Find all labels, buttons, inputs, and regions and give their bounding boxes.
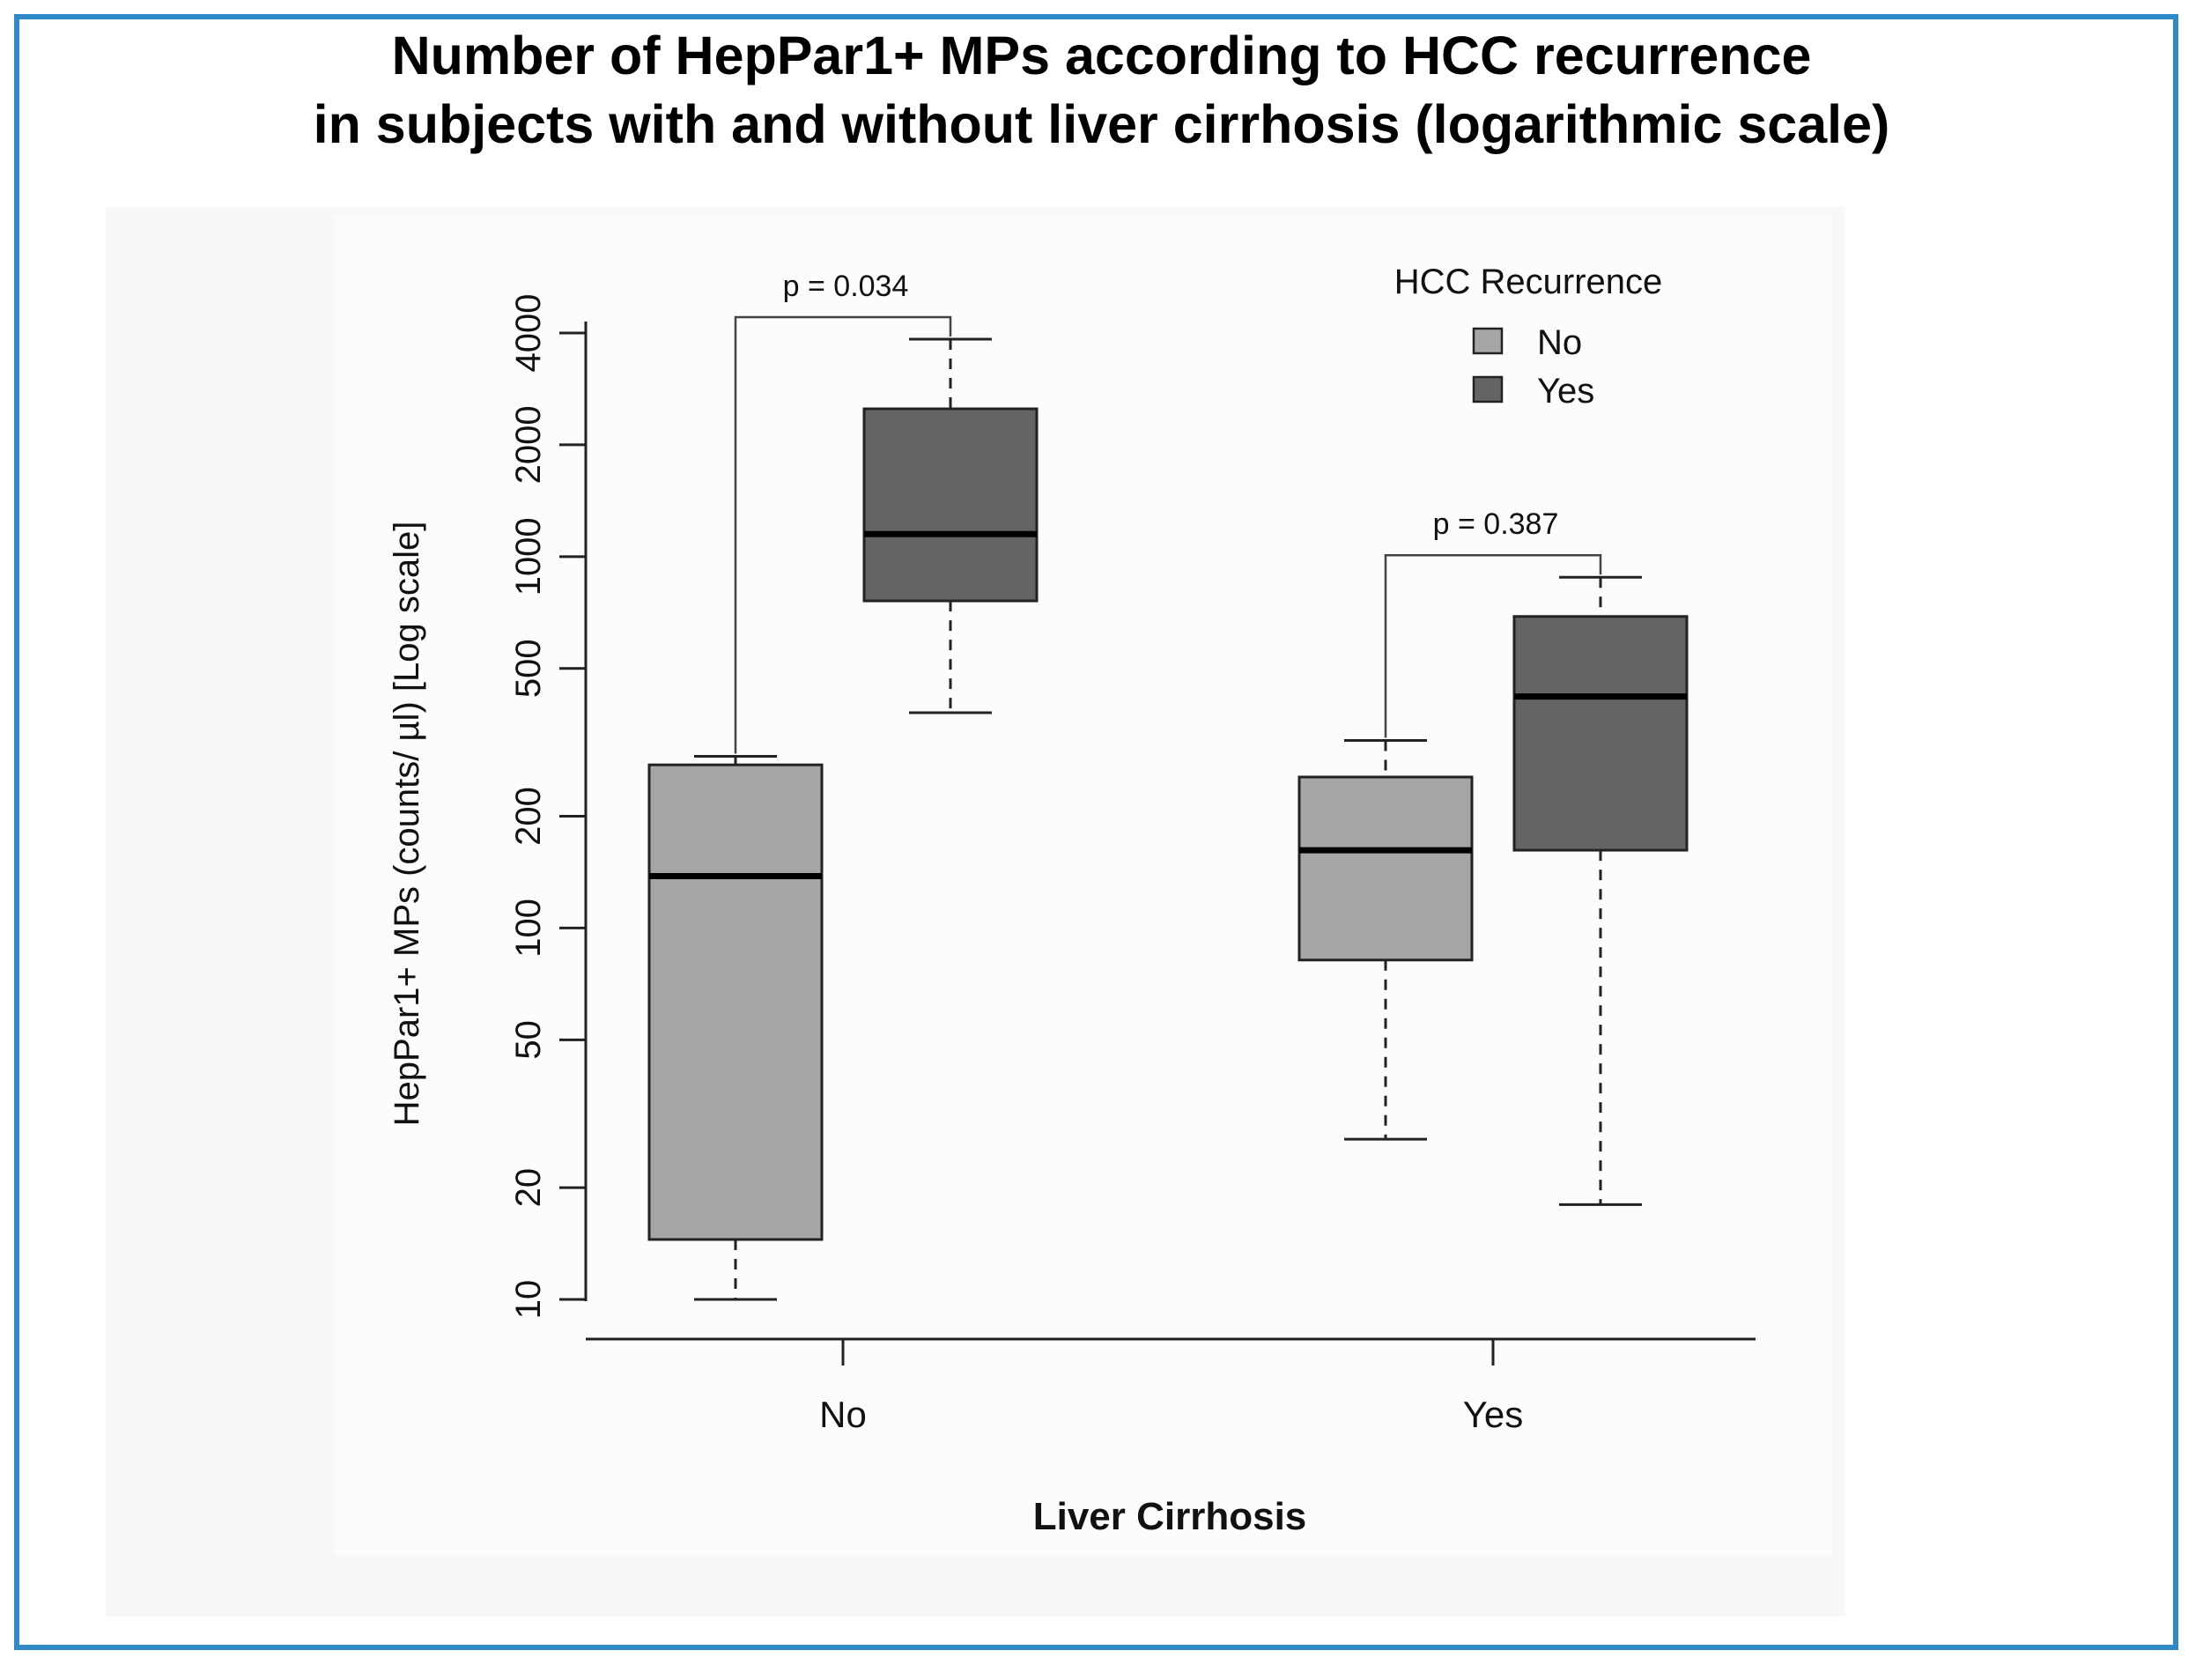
legend-swatch	[1472, 375, 1504, 403]
p-value-label: p = 0.034	[783, 270, 909, 303]
y-tick-label: 50	[509, 1020, 548, 1060]
x-tick-label: No	[819, 1394, 867, 1435]
p-value-label: p = 0.387	[1433, 507, 1559, 541]
bracket-line	[734, 315, 952, 754]
y-tick-label: 2000	[509, 405, 548, 484]
y-tick-label: 200	[509, 787, 548, 846]
legend-label: No	[1537, 323, 1582, 362]
legend: HCC Recurrence No Yes	[1394, 263, 1663, 411]
boxes	[647, 337, 1689, 1301]
y-tick-label: 4000	[509, 294, 548, 373]
box-iqr	[647, 763, 824, 1241]
legend-label: Yes	[1537, 372, 1594, 411]
y-tick-label: 20	[509, 1168, 548, 1208]
y-tick-label: 10	[509, 1280, 548, 1320]
y-axis-label: HepPar1+ MPs (counts/ µl) [Log scale]	[388, 522, 426, 1127]
significance-bracket-no: p = 0.034	[734, 270, 952, 754]
box-no-no	[647, 754, 824, 1301]
box-no-yes	[1297, 738, 1474, 1141]
x-tick-label: Yes	[1463, 1394, 1524, 1435]
bracket-line	[1384, 553, 1602, 738]
figure-title: Number of HepPar1+ MPs according to HCC …	[14, 21, 2189, 159]
box-iqr	[1512, 615, 1689, 852]
box-yes-no	[862, 337, 1039, 714]
legend-swatch	[1472, 327, 1504, 355]
box-iqr	[862, 407, 1039, 603]
legend-title: HCC Recurrence	[1394, 263, 1663, 301]
title-line-2: in subjects with and without liver cirrh…	[313, 94, 1890, 154]
title-line-1: Number of HepPar1+ MPs according to HCC …	[391, 26, 1812, 85]
annotations: p = 0.034 p = 0.387	[734, 270, 1602, 754]
plot-background	[335, 216, 1832, 1555]
box-iqr	[1297, 775, 1474, 962]
x-axis-label: Liver Cirrhosis	[1033, 1495, 1307, 1538]
y-tick-label: 500	[509, 639, 548, 698]
y-tick-label: 1000	[509, 517, 548, 596]
axes: 10 20 50 100 200 500 1000 2000 4000 No Yes	[509, 294, 1756, 1435]
figure-frame	[14, 14, 2178, 1650]
y-tick-label: 100	[509, 899, 548, 958]
significance-bracket-yes: p = 0.387	[1384, 507, 1602, 738]
box-yes-yes	[1512, 575, 1689, 1206]
